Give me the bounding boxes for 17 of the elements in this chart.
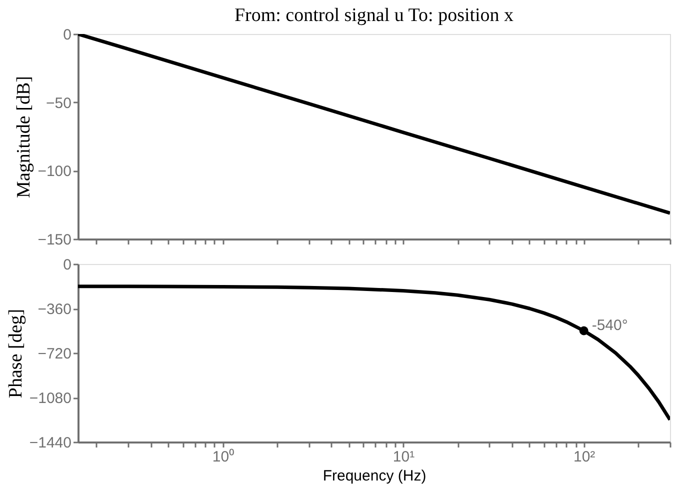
x-tick-label: 10¹ [392, 448, 415, 466]
y-tick-label: −100 [38, 163, 72, 180]
x-tick-label: 10² [574, 448, 596, 466]
y-tick-label: −720 [38, 346, 72, 362]
y-tick-label: −1440 [29, 434, 72, 452]
y-tick-label: −50 [46, 94, 72, 112]
y-tick-label: −1080 [29, 390, 72, 407]
y-tick-label: 0 [63, 26, 72, 44]
y-tick-label: −360 [38, 301, 72, 318]
x-axis-title: Frequency (Hz) [322, 468, 426, 484]
y-tick-label: −150 [38, 232, 72, 248]
x-tick-label: 10⁰ [212, 448, 234, 466]
chart-title: From: control signal u To: position x [234, 5, 514, 26]
annotation: -540° [592, 316, 628, 334]
y-tick-label: 0 [63, 256, 72, 274]
y-axis-title: Phase [deg] [5, 308, 26, 398]
y-axis-title: Magnitude [dB] [14, 76, 35, 198]
